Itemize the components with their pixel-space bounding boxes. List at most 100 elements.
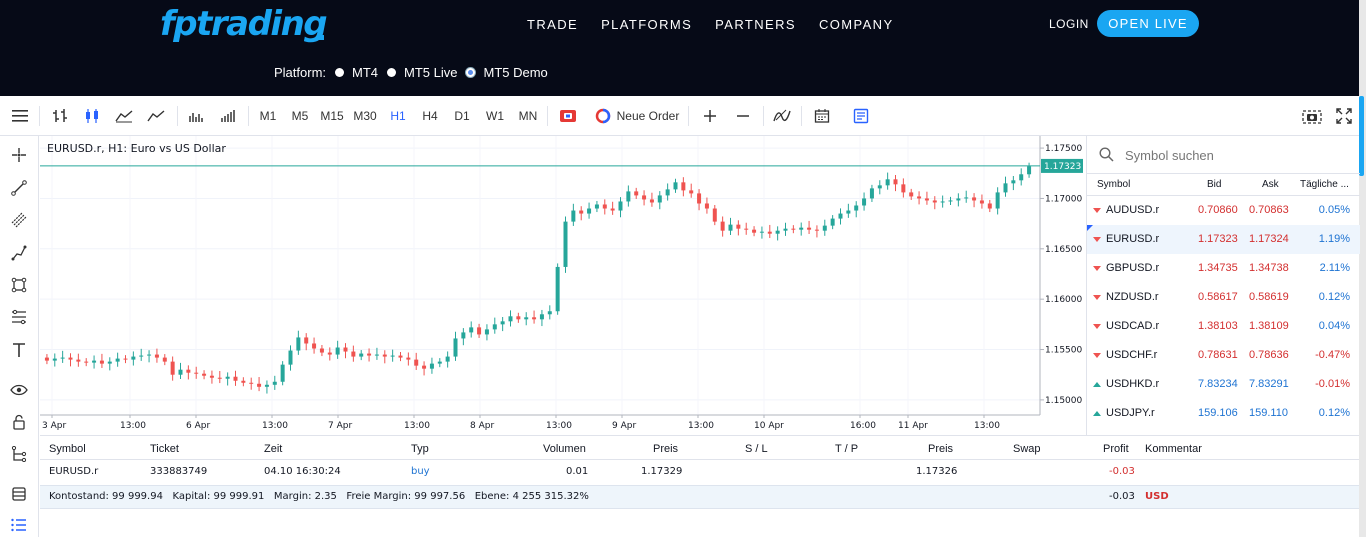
symbol-row[interactable]: USDCAD.r 1.38103 1.38109 0.04%: [1087, 312, 1360, 341]
eye-icon[interactable]: [9, 380, 29, 400]
symbol-name: USDCAD.r: [1106, 320, 1160, 332]
th-price[interactable]: Preis: [653, 443, 679, 455]
volume-icon[interactable]: [184, 96, 208, 136]
tf-h1[interactable]: H1: [390, 109, 406, 123]
symbol-row[interactable]: NZDUSD.r 0.58617 0.58619 0.12%: [1087, 283, 1360, 312]
tick-volume-icon[interactable]: [216, 96, 240, 136]
candle: [131, 351, 136, 366]
nav-partners[interactable]: PARTNERS: [715, 17, 796, 32]
nav-trade[interactable]: TRADE: [527, 17, 579, 32]
fibonacci-icon[interactable]: [9, 307, 29, 327]
th-swap[interactable]: Swap: [1013, 443, 1041, 455]
line-chart-icon[interactable]: [144, 96, 168, 136]
symbol-row[interactable]: EURUSD.r 1.17323 1.17324 1.19%: [1087, 225, 1360, 254]
indicator-icon[interactable]: [770, 96, 794, 136]
screenshot-icon[interactable]: [1300, 96, 1324, 136]
candle: [830, 215, 835, 230]
login-link[interactable]: LOGIN: [1049, 17, 1089, 31]
price-axis-label: 1.15500: [1045, 346, 1082, 356]
candle: [744, 222, 749, 235]
symbol-ask: 0.70863: [1249, 204, 1289, 216]
nav-company[interactable]: COMPANY: [818, 17, 894, 32]
col-ask[interactable]: Ask: [1262, 179, 1279, 190]
th-time[interactable]: Zeit: [264, 443, 283, 455]
platform-option-mt5-demo[interactable]: MT5 Demo: [483, 65, 548, 80]
col-symbol[interactable]: Symbol: [1097, 179, 1131, 190]
page-scrollbar-thumb[interactable]: [1359, 96, 1364, 176]
bar-chart-icon[interactable]: [48, 96, 72, 136]
time-axis-label: 11 Apr: [898, 421, 928, 431]
col-bid[interactable]: Bid: [1207, 179, 1222, 190]
candle: [995, 187, 1000, 215]
symbol-row[interactable]: USDJPY.r 159.106 159.110 0.12%: [1087, 399, 1360, 428]
candle: [516, 312, 521, 323]
selected-marker-icon: [1087, 225, 1093, 231]
th-cur-price[interactable]: Preis: [928, 443, 954, 455]
platform-radio-mt5-demo[interactable]: [466, 68, 476, 77]
symbol-row[interactable]: GBPUSD.r 1.34735 1.34738 2.11%: [1087, 254, 1360, 283]
polyline-icon[interactable]: [9, 243, 29, 263]
platform-option-mt4[interactable]: MT4: [352, 65, 379, 80]
th-sl[interactable]: S / L: [745, 443, 768, 455]
logo-dot: [319, 35, 324, 40]
candle-chart-icon[interactable]: [80, 96, 104, 136]
new-order-button[interactable]: Neue Order: [616, 109, 680, 123]
tf-m1[interactable]: M1: [259, 109, 277, 123]
tf-mn[interactable]: MN: [518, 109, 538, 123]
page-scrollbar[interactable]: [1359, 0, 1366, 537]
trend-line-icon[interactable]: [9, 178, 29, 198]
calendar-icon[interactable]: [810, 96, 834, 136]
nav-platforms[interactable]: PLATFORMS: [601, 17, 693, 32]
symbol-search[interactable]: Symbol suchen: [1087, 136, 1360, 174]
tf-m15[interactable]: M15: [320, 109, 344, 123]
th-tp[interactable]: T / P: [835, 443, 859, 455]
symbol-row[interactable]: AUDUSD.r 0.70860 0.70863 0.05%: [1087, 196, 1360, 225]
th-comment[interactable]: Kommentar: [1145, 443, 1202, 455]
crosshair-icon[interactable]: [9, 145, 29, 165]
channel-icon[interactable]: [9, 210, 29, 230]
candle: [68, 353, 73, 367]
platform-radio-mt5-live[interactable]: [387, 68, 397, 77]
list-icon[interactable]: [9, 515, 29, 535]
col-daily-change[interactable]: Tägliche ...: [1300, 179, 1349, 190]
zoom-out-icon[interactable]: [731, 96, 755, 136]
menu-icon[interactable]: [8, 96, 32, 136]
th-profit[interactable]: Profit: [1103, 443, 1129, 455]
symbol-search-input[interactable]: Symbol suchen: [1125, 148, 1214, 163]
notes-icon[interactable]: [849, 96, 873, 136]
trade-volume: 0.01: [566, 466, 589, 477]
tf-w1[interactable]: W1: [486, 109, 504, 123]
candle: [84, 358, 89, 367]
symbol-row[interactable]: USDCHF.r 0.78631 0.78636 -0.47%: [1087, 341, 1360, 370]
new-order-icon[interactable]: [592, 96, 614, 136]
platform-radio-mt4[interactable]: [335, 68, 345, 77]
th-ticket[interactable]: Ticket: [150, 443, 179, 455]
symbol-row[interactable]: USDHKD.r 7.83234 7.83291 -0.01%: [1087, 370, 1360, 399]
fullscreen-icon[interactable]: [1332, 96, 1356, 136]
th-volume[interactable]: Volumen: [543, 443, 586, 455]
zoom-in-icon[interactable]: [698, 96, 722, 136]
one-click-icon[interactable]: [556, 96, 580, 136]
rectangle-icon[interactable]: [9, 275, 29, 295]
text-tool-icon[interactable]: [9, 340, 29, 360]
logo[interactable]: fptrading: [160, 4, 328, 44]
candle: [720, 216, 725, 237]
th-type[interactable]: Typ: [411, 443, 429, 455]
symbol-bid: 0.78631: [1198, 349, 1238, 361]
tf-h4[interactable]: H4: [422, 109, 438, 123]
th-symbol[interactable]: Symbol: [49, 443, 86, 455]
candle: [374, 347, 379, 360]
tf-m30[interactable]: M30: [353, 109, 377, 123]
symbol-ask: 1.17324: [1249, 233, 1289, 245]
object-tree-icon[interactable]: [9, 444, 29, 464]
open-live-button[interactable]: OPEN LIVE: [1097, 10, 1199, 37]
platform-option-mt5-live[interactable]: MT5 Live: [404, 65, 458, 80]
price-chart[interactable]: 1.17500 1.17000 1.16500 1.16000 1.15500 1.150…: [40, 136, 1086, 435]
tf-m5[interactable]: M5: [291, 109, 309, 123]
area-chart-icon[interactable]: [112, 96, 136, 136]
candle: [807, 220, 812, 235]
tf-d1[interactable]: D1: [454, 109, 470, 123]
lock-icon[interactable]: [9, 412, 29, 432]
candle: [327, 347, 332, 361]
layers-icon[interactable]: [9, 484, 29, 504]
